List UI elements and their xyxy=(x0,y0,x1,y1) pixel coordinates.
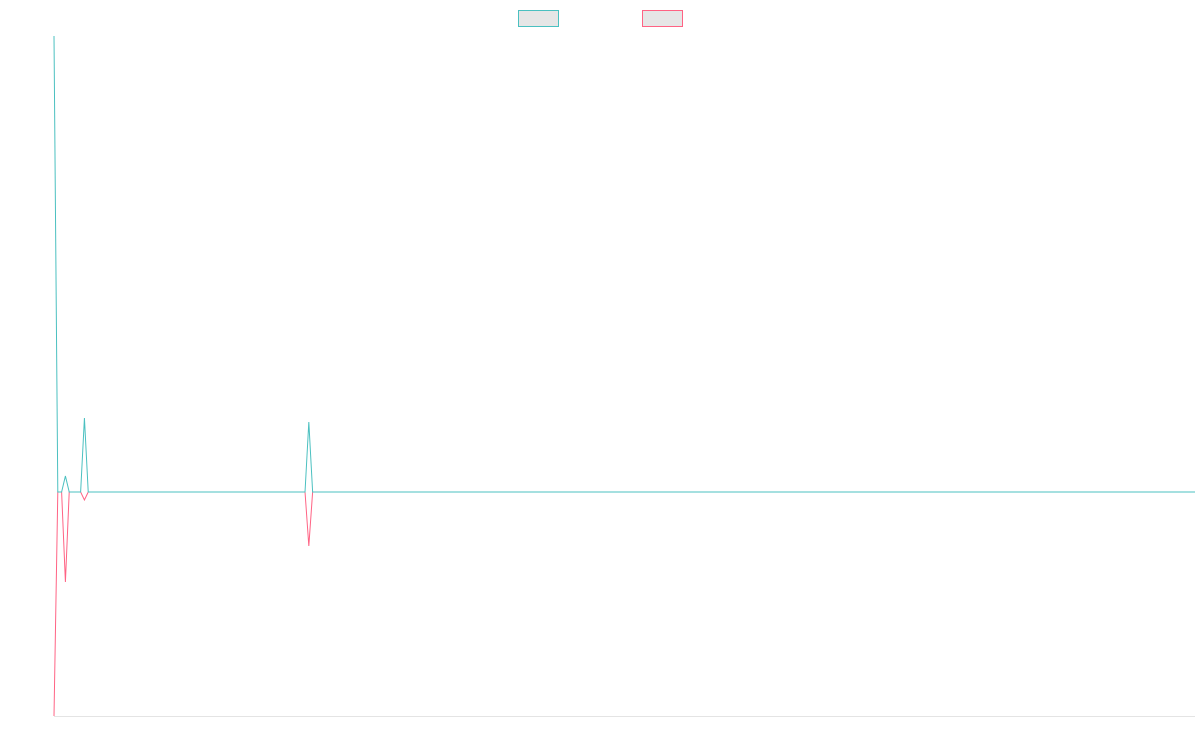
legend-swatch[interactable] xyxy=(642,10,683,27)
series-line xyxy=(53,35,1195,493)
series-line xyxy=(53,491,1195,717)
legend-swatch[interactable] xyxy=(518,10,559,27)
